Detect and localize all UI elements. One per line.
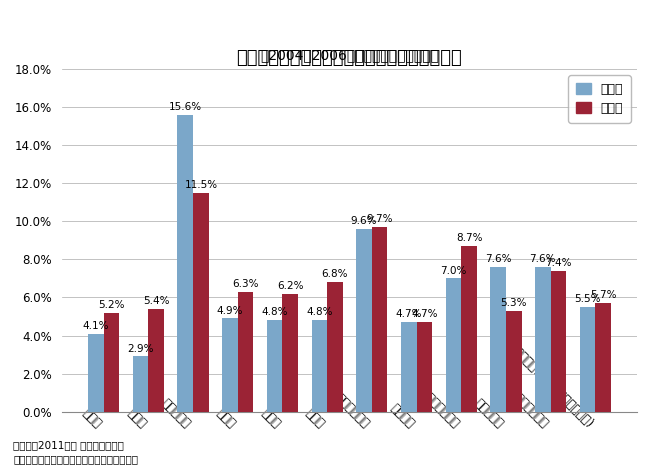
Bar [461, 246, 477, 412]
Text: 7.0%: 7.0% [440, 265, 467, 276]
Bar [88, 333, 104, 412]
Text: 5.5%: 5.5% [574, 294, 600, 304]
Bar [222, 318, 238, 412]
Legend: 開業率, 廃業率: 開業率, 廃業率 [569, 76, 630, 122]
Bar [506, 311, 522, 412]
Text: 9.7%: 9.7% [366, 214, 393, 224]
Text: 4.7%: 4.7% [411, 310, 437, 319]
Bar [238, 292, 254, 412]
Bar [372, 227, 387, 412]
Bar [327, 282, 343, 412]
Text: 7.6%: 7.6% [485, 254, 511, 264]
Text: 15.6%: 15.6% [169, 102, 202, 112]
Bar [282, 294, 298, 412]
Text: 4.1%: 4.1% [83, 321, 109, 331]
Bar [177, 115, 193, 412]
Text: 4.8%: 4.8% [306, 307, 333, 318]
Bar [193, 193, 209, 412]
Bar [267, 320, 282, 412]
Bar [490, 267, 506, 412]
Text: 6.2%: 6.2% [277, 281, 304, 291]
Text: 7.6%: 7.6% [529, 254, 556, 264]
Bar [104, 313, 119, 412]
Text: 9.6%: 9.6% [351, 216, 378, 226]
Text: （2004～2006年、企業単位、年平均）: （2004～2006年、企業単位、年平均） [260, 48, 439, 62]
Text: 4.7%: 4.7% [395, 310, 422, 319]
Text: 4.9%: 4.9% [216, 305, 243, 316]
Text: 5.4%: 5.4% [143, 296, 170, 306]
Text: 4.8%: 4.8% [261, 307, 288, 318]
Bar [550, 271, 566, 412]
Text: 7.4%: 7.4% [545, 258, 572, 268]
Bar [312, 320, 327, 412]
Text: 2.9%: 2.9% [127, 344, 154, 354]
Bar [445, 279, 461, 412]
Bar [580, 307, 595, 412]
Text: 5.3%: 5.3% [501, 298, 527, 308]
Bar [401, 322, 417, 412]
Bar [356, 229, 372, 412]
Bar [149, 309, 164, 412]
Bar [133, 356, 149, 412]
Text: 5.2%: 5.2% [98, 300, 125, 310]
Bar [535, 267, 550, 412]
Text: 6.3%: 6.3% [232, 279, 259, 289]
Bar [417, 322, 432, 412]
Text: 資料：「2011年版 中小企業白書」
　総務省「事業所・企業統計調査」再編加工: 資料：「2011年版 中小企業白書」 総務省「事業所・企業統計調査」再編加工 [13, 440, 138, 464]
Bar [595, 303, 611, 412]
Text: 11.5%: 11.5% [185, 180, 218, 190]
Text: 8.7%: 8.7% [456, 233, 482, 243]
Title: 事業所・企業統計調査による業種別の開廃業率: 事業所・企業統計調査による業種別の開廃業率 [237, 50, 462, 68]
Text: 5.7%: 5.7% [590, 290, 616, 300]
Text: 6.8%: 6.8% [321, 269, 348, 280]
